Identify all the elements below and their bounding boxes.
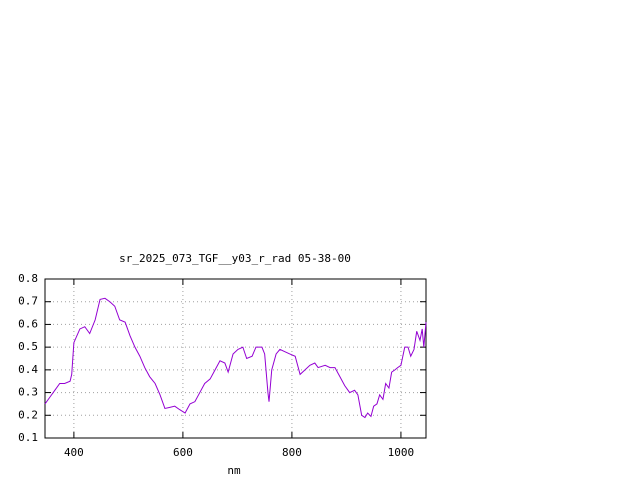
- y-tick-label: 0.3: [18, 386, 38, 399]
- x-tick-label: 400: [64, 446, 84, 459]
- x-tick-label: 1000: [388, 446, 415, 459]
- y-tick-label: 0.4: [18, 363, 38, 376]
- y-tick-label: 0.5: [18, 340, 38, 353]
- y-tick-label: 0.8: [18, 272, 38, 285]
- x-tick-label: 800: [282, 446, 302, 459]
- x-axis-label: nm: [227, 464, 241, 477]
- chart-title: sr_2025_073_TGF__y03_r_rad 05-38-00: [119, 252, 351, 265]
- data-line: [44, 297, 427, 419]
- y-tick-label: 0.6: [18, 317, 38, 330]
- y-tick-label: 0.2: [18, 408, 38, 421]
- y-tick-label: 0.1: [18, 431, 38, 444]
- plot-frame: [44, 278, 427, 439]
- x-tick-label: 600: [173, 446, 193, 459]
- y-tick-label: 0.7: [18, 295, 38, 308]
